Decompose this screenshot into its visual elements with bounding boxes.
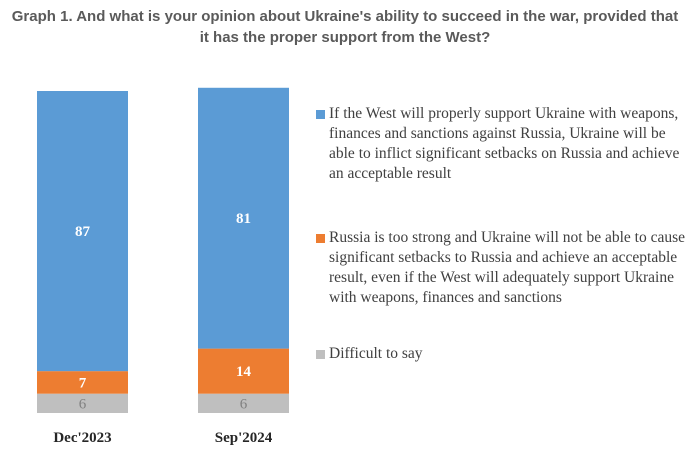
bar-too-strong-2 <box>198 348 289 394</box>
chart-title: Graph 1. And what is your opinion about … <box>0 6 690 48</box>
data-label-too-strong-2: 14 <box>236 364 252 380</box>
chart-legend: If the West will properly support Ukrain… <box>316 104 686 364</box>
data-label-support-1: 87 <box>75 224 91 240</box>
category-label-1: Dec'2023 <box>53 430 111 446</box>
legend-item-difficult: Difficult to say <box>316 344 686 364</box>
legend-label-too-strong: Russia is too strong and Ukraine will no… <box>329 229 686 306</box>
data-label-difficult-1: 6 <box>79 396 87 412</box>
legend-swatch-support <box>316 110 325 119</box>
bar-support-1 <box>37 91 128 372</box>
bar-support-2 <box>198 87 289 349</box>
chart-title-line-1: Graph 1. And what is your opinion about … <box>11 8 679 25</box>
legend-label-difficult: Difficult to say <box>329 345 423 362</box>
chart-title-line-2: it has the proper support from the West? <box>199 29 491 46</box>
data-label-support-2: 81 <box>236 211 251 227</box>
bar-difficult-1 <box>37 393 128 413</box>
legend-item-support: If the West will properly support Ukrain… <box>316 104 686 228</box>
legend-swatch-difficult <box>316 350 325 359</box>
legend-swatch-too-strong <box>316 234 325 243</box>
bar-too-strong-1 <box>37 371 128 394</box>
data-label-difficult-2: 6 <box>240 396 248 412</box>
category-label-2: Sep'2024 <box>215 430 273 446</box>
data-label-too-strong-1: 7 <box>79 375 87 391</box>
legend-label-support: If the West will properly support Ukrain… <box>329 105 680 182</box>
bar-difficult-2 <box>198 393 289 413</box>
legend-item-too-strong: Russia is too strong and Ukraine will no… <box>316 228 686 344</box>
